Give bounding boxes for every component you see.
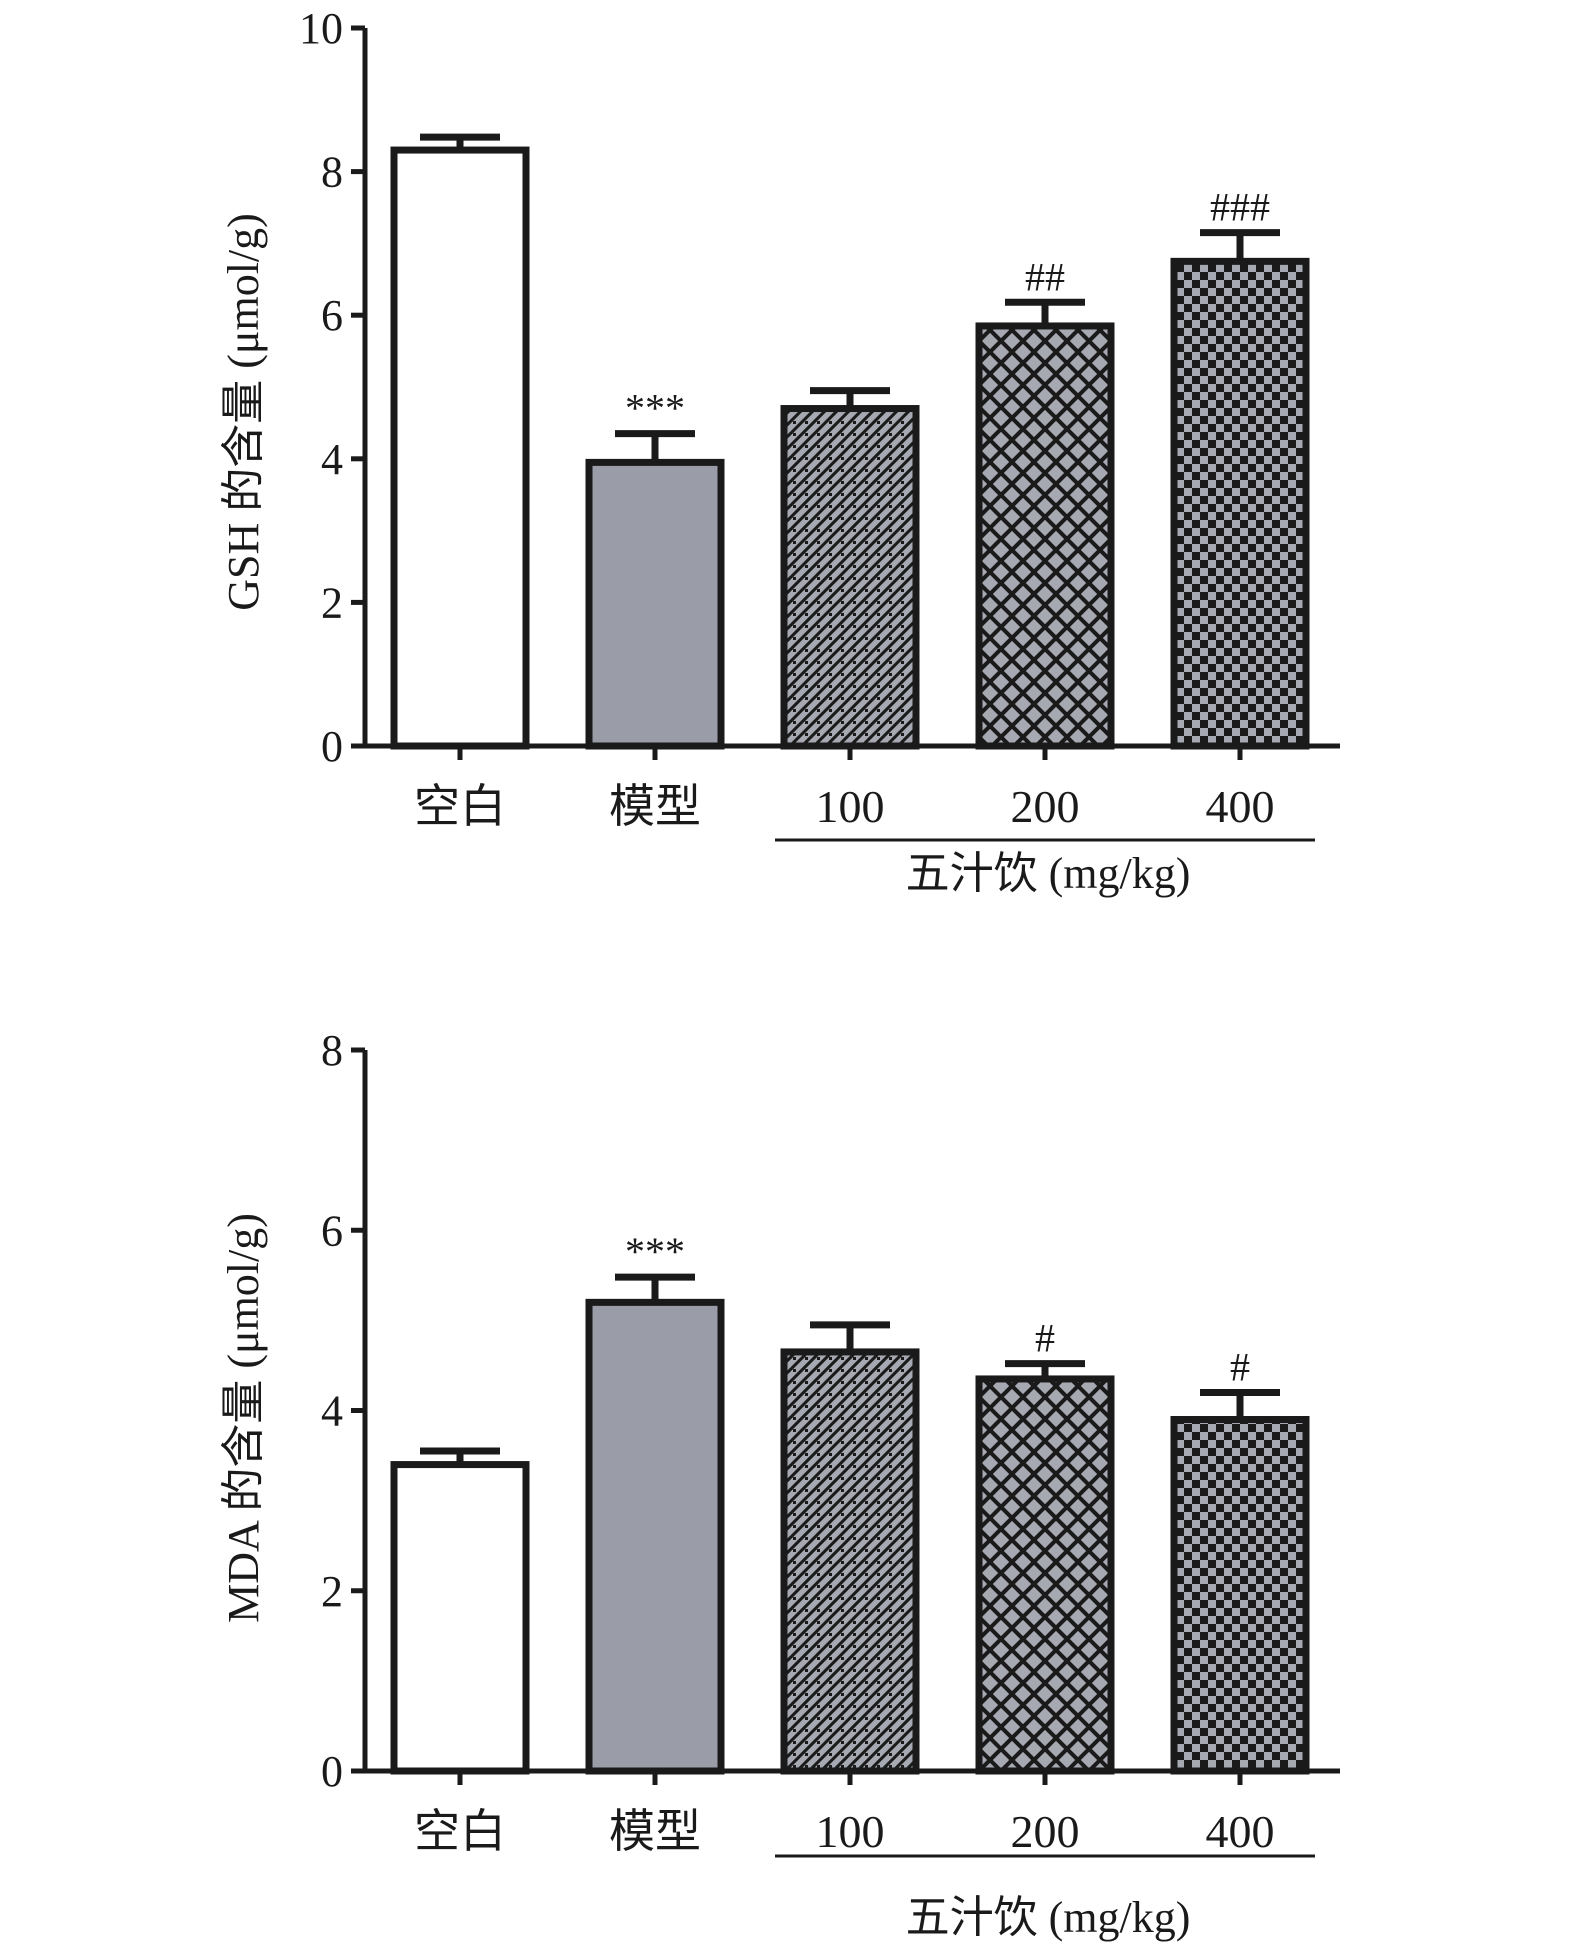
mda-bar-3 xyxy=(780,1348,920,1775)
gsh-category-label: 空白 xyxy=(414,781,506,832)
mda-significance-mark: # xyxy=(1230,1344,1250,1389)
mda-group-label: 五汁饮 (mg/kg) xyxy=(906,1893,1191,1942)
gsh-category-label: 100 xyxy=(816,781,885,832)
gsh-category-label: 200 xyxy=(1011,781,1080,832)
gsh-bar-1 xyxy=(390,146,530,750)
mda-category-label: 400 xyxy=(1206,1806,1275,1857)
mda-bar-5 xyxy=(1170,1416,1310,1775)
gsh-bar-4 xyxy=(975,322,1115,750)
mda-y-tick-label: 8 xyxy=(321,1026,343,1075)
mda-bar-1 xyxy=(390,1461,530,1775)
mda-y-tick-label: 0 xyxy=(321,1747,343,1796)
gsh-significance-mark: *** xyxy=(625,386,685,431)
gsh-category-label: 400 xyxy=(1206,781,1275,832)
gsh-significance-mark: ## xyxy=(1025,254,1065,299)
mda-category-label: 100 xyxy=(816,1806,885,1857)
gsh-y-tick-label: 2 xyxy=(321,578,343,627)
mda-category-label: 200 xyxy=(1011,1806,1080,1857)
gsh-bar-3 xyxy=(780,405,920,750)
gsh-bar-2 xyxy=(585,458,725,750)
gsh-y-tick-label: 10 xyxy=(299,4,343,53)
gsh-y-tick-label: 0 xyxy=(321,722,343,771)
gsh-bar-5 xyxy=(1170,257,1310,750)
mda-category-label: 模型 xyxy=(609,1806,701,1857)
gsh-y-tick-label: 4 xyxy=(321,435,343,484)
mda-significance-mark: # xyxy=(1035,1316,1055,1361)
mda-category-label: 空白 xyxy=(414,1806,506,1857)
gsh-y-axis-label: GSH 的含量 (μmol/g) xyxy=(219,213,268,611)
mda-bar-4 xyxy=(975,1375,1115,1775)
mda-y-tick-label: 2 xyxy=(321,1567,343,1616)
mda-y-tick-label: 4 xyxy=(321,1387,343,1436)
gsh-category-label: 模型 xyxy=(609,781,701,832)
mda-bar-2 xyxy=(585,1298,725,1775)
gsh-group-label: 五汁饮 (mg/kg) xyxy=(906,849,1191,898)
mda-y-axis-label: MDA 的含量 (μmol/g) xyxy=(219,1213,268,1623)
gsh-chart: GSH 的含量 (μmol/g) 五汁饮 (mg/kg) 0 2 4 6 8 10 空白 **… xyxy=(219,4,1340,898)
mda-y-tick-label: 6 xyxy=(321,1206,343,1255)
gsh-y-tick-label: 8 xyxy=(321,148,343,197)
mda-significance-mark: *** xyxy=(625,1229,685,1274)
mda-chart: MDA 的含量 (μmol/g) 五汁饮 (mg/kg) 0 2 4 6 8 空白 *** 模… xyxy=(219,1026,1340,1942)
gsh-significance-mark: ### xyxy=(1210,185,1270,230)
gsh-y-tick-label: 6 xyxy=(321,291,343,340)
